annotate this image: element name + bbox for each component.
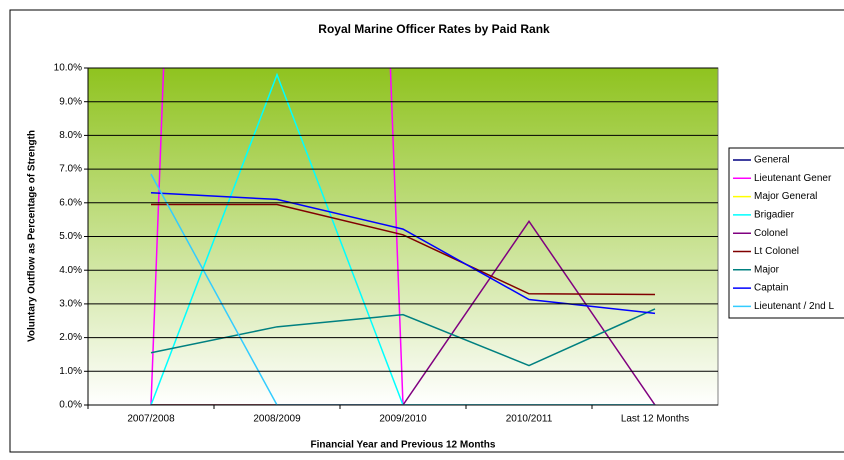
legend-label: Captain bbox=[754, 283, 788, 294]
y-axis-label: Voluntary Outflow as Percentage of Stren… bbox=[27, 130, 38, 342]
x-tick-label: 2007/2008 bbox=[127, 414, 175, 425]
y-tick-label: 4.0% bbox=[59, 265, 82, 276]
y-tick-label: 1.0% bbox=[59, 366, 82, 377]
x-tick-label: 2009/2010 bbox=[379, 414, 427, 425]
y-tick-label: 6.0% bbox=[59, 197, 82, 208]
y-tick-label: 9.0% bbox=[59, 96, 82, 107]
y-tick-label: 7.0% bbox=[59, 164, 82, 175]
legend-label: Lt Colonel bbox=[754, 246, 799, 257]
series-line bbox=[150, 173, 655, 405]
legend-label: Lieutenant / 2nd L bbox=[754, 301, 835, 312]
legend-label: Brigadier bbox=[754, 210, 795, 221]
series-line bbox=[151, 220, 656, 405]
series-line bbox=[151, 203, 656, 296]
y-tick-label: 2.0% bbox=[59, 332, 82, 343]
y-tick-label: 10.0% bbox=[54, 63, 82, 74]
y-tick-label: 0.0% bbox=[59, 400, 82, 411]
legend-label: Lieutenant Gener bbox=[754, 173, 832, 184]
legend-label: General bbox=[754, 155, 790, 166]
x-tick-label: 2010/2011 bbox=[506, 414, 553, 425]
series-line bbox=[150, 72, 655, 405]
x-tick-label: 2008/2009 bbox=[253, 414, 301, 425]
y-tick-label: 3.0% bbox=[59, 299, 82, 310]
legend-label: Major General bbox=[754, 191, 817, 202]
y-tick-label: 5.0% bbox=[59, 231, 82, 242]
chart-title: Royal Marine Officer Rates by Paid Rank bbox=[318, 22, 550, 36]
x-tick-label: Last 12 Months bbox=[621, 414, 689, 425]
legend-label: Colonel bbox=[754, 228, 788, 239]
legend-items: General Lieutenant Gener Major General Brig… bbox=[733, 155, 835, 312]
legend-label: Major bbox=[754, 264, 780, 275]
series-line bbox=[150, 308, 656, 367]
y-tick-label: 8.0% bbox=[59, 130, 82, 141]
x-axis-label: Financial Year and Previous 12 Months bbox=[311, 440, 496, 451]
